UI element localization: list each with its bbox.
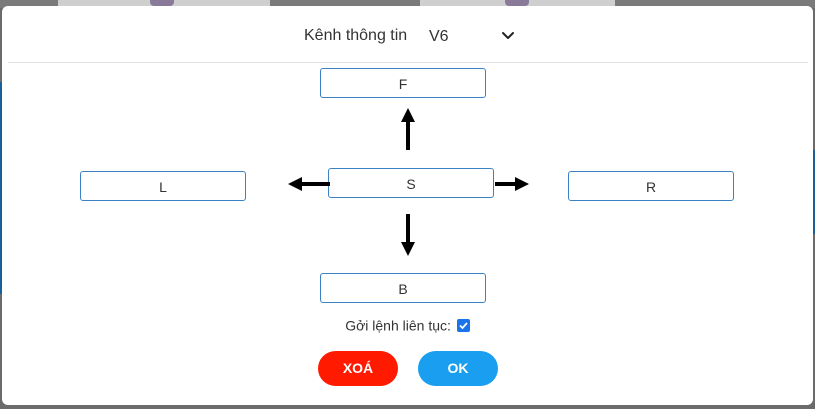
control-dialog: Kênh thông tin V6 F L S R B Gởi lệnh liê… xyxy=(2,6,813,405)
channel-selected-value: V6 xyxy=(429,28,449,45)
forward-button[interactable]: F xyxy=(320,68,486,98)
channel-label: Kênh thông tin xyxy=(304,27,408,44)
continuous-send-label: Gởi lệnh liên tục: xyxy=(345,317,451,334)
background-topbar xyxy=(0,0,815,8)
ok-button[interactable]: OK xyxy=(418,351,498,386)
stop-button[interactable]: S xyxy=(328,168,494,198)
arrow-down-icon xyxy=(401,214,415,256)
background-thumbnail xyxy=(150,0,174,6)
continuous-send-checkbox[interactable] xyxy=(456,318,470,332)
checkmark-icon xyxy=(459,322,468,330)
arrow-right-icon xyxy=(495,177,529,191)
arrow-left-icon xyxy=(288,177,330,191)
arrow-up-icon xyxy=(401,108,415,150)
right-button[interactable]: R xyxy=(568,171,734,201)
continuous-send-row: Gởi lệnh liên tục: xyxy=(2,316,813,333)
chevron-down-icon xyxy=(502,32,514,39)
back-button[interactable]: B xyxy=(320,273,486,303)
delete-button[interactable]: XOÁ xyxy=(318,351,398,386)
left-button[interactable]: L xyxy=(80,171,246,201)
background-thumbnail xyxy=(505,0,529,6)
channel-select[interactable]: V6 xyxy=(422,22,522,50)
header-divider xyxy=(8,62,808,63)
dialog-header: Kênh thông tin V6 xyxy=(2,6,813,62)
